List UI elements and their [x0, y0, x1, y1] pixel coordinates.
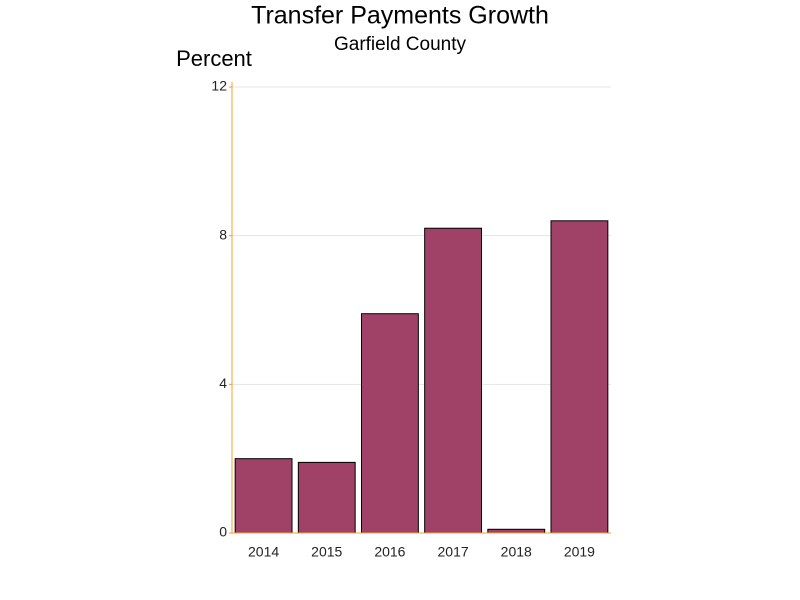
x-tick-label: 2014: [248, 544, 279, 560]
x-tick-label: 2018: [501, 544, 532, 560]
bar: [550, 220, 609, 534]
x-tick-label: 2016: [374, 544, 405, 560]
bar: [360, 313, 419, 534]
x-tick-label: 2015: [311, 544, 342, 560]
y-tick-label: 0: [219, 524, 227, 540]
bar: [297, 461, 356, 534]
y-axis-label: Percent: [176, 46, 252, 71]
chart-title: Transfer Payments Growth: [251, 2, 549, 30]
x-tick-label: 2019: [564, 544, 595, 560]
y-tick-label: 8: [219, 226, 227, 242]
y-tick-label: 4: [219, 375, 227, 391]
x-tick-label: 2017: [438, 544, 469, 560]
bar: [424, 227, 483, 534]
bar: [234, 458, 293, 534]
chart-subtitle: Garfield County: [334, 34, 467, 55]
y-tick-label: 12: [211, 78, 227, 94]
bar: [487, 528, 546, 534]
